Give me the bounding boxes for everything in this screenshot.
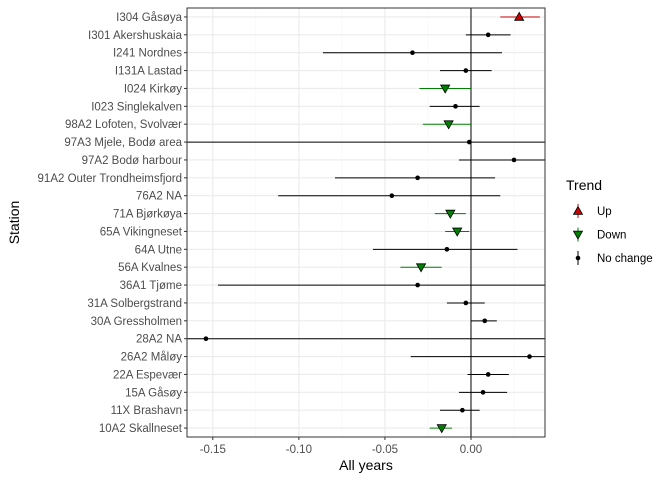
no-change-marker	[389, 193, 395, 198]
down-marker	[445, 209, 456, 219]
y-tick-label: I241 Nordnes	[113, 48, 182, 60]
data-marks	[187, 11, 545, 434]
legend-label: Up	[597, 206, 612, 218]
down-marker	[439, 84, 451, 94]
point-2	[322, 50, 502, 55]
no-change-marker	[482, 318, 488, 324]
x-tick-label: 0.00	[460, 444, 482, 456]
point-10	[278, 193, 501, 198]
up-marker	[513, 11, 525, 21]
point-19	[410, 354, 545, 359]
point-20	[467, 372, 509, 377]
legend-label: Down	[597, 230, 626, 242]
point-22	[440, 407, 480, 413]
plot-panel	[186, 7, 546, 438]
y-tick-label: 30A Gressholmen	[91, 316, 182, 328]
legend-items: Up Down No change	[572, 204, 653, 265]
x-axis: -0.15 -0.10 -0.05 0.00	[200, 437, 482, 456]
y-tick-label: 71A Bjørkøya	[113, 209, 183, 221]
legend-item-up: Up	[572, 204, 612, 218]
y-tick-label: 36A1 Tjøme	[120, 280, 182, 292]
no-change-marker	[511, 157, 517, 163]
y-tick-label: 98A2 Lofoten, Svolvær	[65, 119, 182, 131]
point-8	[458, 157, 545, 163]
legend-no-change-marker	[575, 255, 581, 261]
point-7	[187, 139, 545, 145]
no-change-marker	[203, 336, 209, 341]
no-change-marker	[453, 104, 458, 109]
legend-title: Trend	[566, 177, 602, 193]
down-marker	[452, 227, 463, 237]
point-18	[187, 336, 545, 341]
no-change-marker	[463, 300, 469, 306]
down-marker	[415, 263, 427, 273]
point-11	[434, 209, 466, 219]
point-4	[419, 84, 471, 94]
no-change-marker	[410, 50, 415, 55]
point-0	[500, 11, 540, 21]
x-axis-title: All years	[339, 457, 393, 473]
x-tick-label: -0.10	[286, 444, 312, 456]
y-tick-label: 15A Gåsøy	[125, 387, 182, 399]
panel-background	[187, 8, 545, 437]
point-1	[465, 32, 511, 38]
point-3	[440, 68, 492, 73]
y-tick-label: 56A Kvalnes	[118, 262, 182, 274]
y-tick-label: 97A2 Bodø harbour	[82, 155, 183, 167]
point-12	[445, 227, 470, 237]
no-change-marker	[485, 372, 491, 377]
y-tick-label: 64A Utne	[135, 244, 182, 256]
y-tick-label: 65A Vikingneset	[100, 226, 183, 238]
minor-gridlines	[255, 8, 515, 437]
y-tick-label: 91A2 Outer Trondheimsfjord	[38, 173, 182, 185]
y-tick-label: 31A Solbergstrand	[87, 298, 182, 310]
legend-up-marker	[572, 205, 584, 215]
y-tick-label: I304 Gåsøya	[116, 12, 182, 24]
legend-label: No change	[597, 253, 653, 265]
y-tick-label: 28A2 NA	[136, 334, 182, 346]
no-change-marker	[466, 139, 472, 145]
panel-border	[186, 7, 546, 438]
point-14	[400, 263, 442, 273]
point-16	[446, 300, 485, 306]
no-change-marker	[463, 68, 469, 73]
legend-down-marker	[572, 230, 584, 240]
no-change-marker	[480, 390, 486, 395]
y-tick-label: 22A Espevær	[113, 369, 182, 381]
y-tick-label: I131A Lastad	[115, 66, 182, 78]
y-tick-label: 11X Brashavn	[111, 405, 182, 417]
down-marker	[443, 120, 454, 130]
point-21	[458, 390, 508, 395]
point-5	[429, 104, 480, 109]
point-9	[335, 175, 496, 181]
no-change-marker	[415, 282, 420, 288]
point-17	[470, 318, 497, 324]
point-13	[372, 247, 518, 252]
no-change-marker	[444, 247, 450, 252]
y-tick-label: 76A2 NA	[136, 191, 182, 203]
y-tick-label: 26A2 Måløy	[121, 352, 183, 364]
x-tick-label: -0.15	[200, 444, 226, 456]
point-23	[429, 424, 453, 434]
y-tick-label: I024 Kirkøy	[124, 83, 182, 95]
x-tick-label: -0.05	[372, 444, 398, 456]
y-tick-label: 97A3 Mjele, Bodø area	[64, 137, 182, 149]
y-tick-label: 10A2 Skallneset	[99, 423, 183, 435]
down-marker	[436, 424, 447, 434]
y-tick-label: I023 Singlekalven	[91, 101, 182, 113]
y-tick-label: I301 Akershuskaia	[88, 30, 183, 42]
legend-item-down: Down	[572, 227, 626, 242]
legend: Trend Up Down No change	[566, 177, 653, 265]
no-change-marker	[485, 32, 491, 38]
point-15	[217, 282, 545, 288]
legend-item-no-change: No change	[575, 251, 653, 265]
y-axis-title: Station	[6, 201, 22, 245]
point-6	[422, 120, 471, 130]
y-axis: I304 Gåsøya I301 Akershuskaia I241 Nordnes…	[38, 12, 187, 435]
no-change-marker	[527, 354, 532, 359]
no-change-marker	[415, 175, 420, 181]
no-change-marker	[460, 407, 465, 413]
